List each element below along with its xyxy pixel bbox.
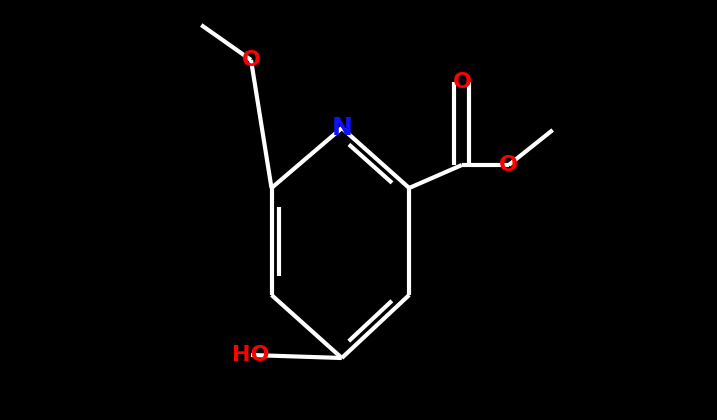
Text: N: N	[331, 116, 352, 140]
Text: HO: HO	[232, 345, 270, 365]
Text: O: O	[452, 72, 471, 92]
Text: O: O	[499, 155, 518, 175]
Text: O: O	[242, 50, 260, 70]
